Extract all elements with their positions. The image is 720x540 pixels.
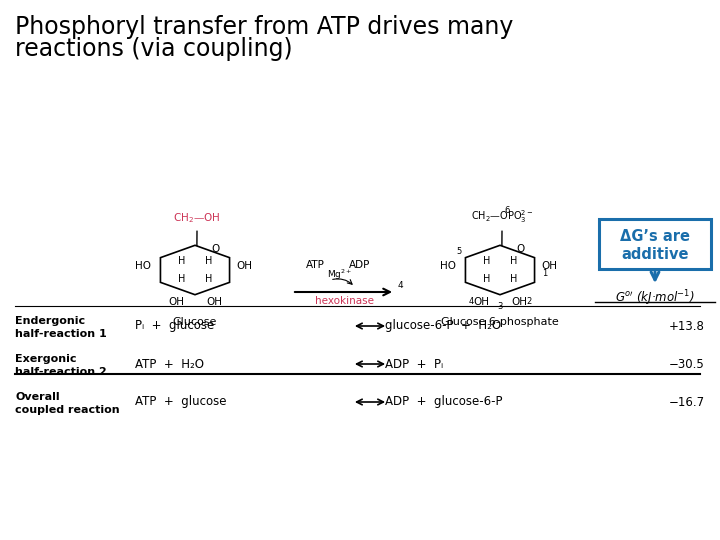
Text: ATP  +  glucose: ATP + glucose [135, 395, 227, 408]
Text: Endergonic: Endergonic [15, 316, 85, 326]
Text: OH: OH [473, 296, 489, 307]
Text: Mg$^{2+}$: Mg$^{2+}$ [328, 268, 353, 282]
Text: O: O [212, 244, 220, 254]
Text: 4: 4 [468, 296, 474, 306]
Text: Glucose 6-phosphate: Glucose 6-phosphate [441, 316, 559, 327]
Text: 5: 5 [456, 246, 462, 255]
Text: CH$_2$—OH: CH$_2$—OH [174, 212, 221, 225]
Text: O: O [517, 244, 525, 254]
Text: OH: OH [168, 296, 184, 307]
Text: hexokinase: hexokinase [315, 296, 374, 306]
Text: Exergonic: Exergonic [15, 354, 76, 364]
Text: OH: OH [541, 261, 558, 271]
Text: ATP  +  H₂O: ATP + H₂O [135, 357, 204, 370]
Text: additive: additive [621, 247, 689, 262]
Text: H: H [483, 255, 490, 266]
Text: H: H [204, 274, 212, 285]
Text: −16.7: −16.7 [669, 395, 705, 408]
Text: H: H [483, 274, 490, 285]
Text: $G^{o\prime}$ (kJ·mol$^{-1}$): $G^{o\prime}$ (kJ·mol$^{-1}$) [615, 288, 695, 308]
Text: coupled reaction: coupled reaction [15, 405, 120, 415]
Text: +13.8: +13.8 [669, 320, 705, 333]
Text: 3: 3 [498, 302, 503, 311]
Text: H: H [178, 274, 185, 285]
Text: H: H [510, 255, 517, 266]
Text: ADP  +  glucose-6-P: ADP + glucose-6-P [385, 395, 503, 408]
Text: H: H [178, 255, 185, 266]
Text: ADP: ADP [349, 260, 371, 270]
Text: HO: HO [135, 261, 151, 271]
Text: 1: 1 [541, 269, 547, 278]
Text: CH$_2$—OPO$_3^{2-}$: CH$_2$—OPO$_3^{2-}$ [471, 208, 534, 225]
Text: 6: 6 [504, 206, 509, 215]
Text: Phosphoryl transfer from ATP drives many: Phosphoryl transfer from ATP drives many [15, 15, 513, 39]
Text: Pᵢ  +  glucose: Pᵢ + glucose [135, 320, 215, 333]
Text: half-reaction 1: half-reaction 1 [15, 329, 107, 339]
FancyBboxPatch shape [599, 219, 711, 269]
Text: OH: OH [206, 296, 222, 307]
Text: Overall: Overall [15, 392, 60, 402]
Text: ΔG’s are: ΔG’s are [620, 230, 690, 244]
Text: 4: 4 [398, 281, 404, 290]
Text: glucose-6-P  +  H₂O: glucose-6-P + H₂O [385, 320, 501, 333]
Text: Glucose: Glucose [173, 316, 217, 327]
Text: H: H [510, 274, 517, 285]
Text: ADP  +  Pᵢ: ADP + Pᵢ [385, 357, 443, 370]
Text: reactions (via coupling): reactions (via coupling) [15, 37, 292, 61]
Text: H: H [204, 255, 212, 266]
Text: half-reaction 2: half-reaction 2 [15, 367, 107, 377]
Text: −30.5: −30.5 [670, 357, 705, 370]
Text: 2: 2 [526, 296, 532, 306]
Text: OH: OH [237, 261, 253, 271]
Text: HO: HO [441, 261, 456, 271]
Text: OH: OH [511, 296, 527, 307]
Text: ATP: ATP [305, 260, 325, 270]
